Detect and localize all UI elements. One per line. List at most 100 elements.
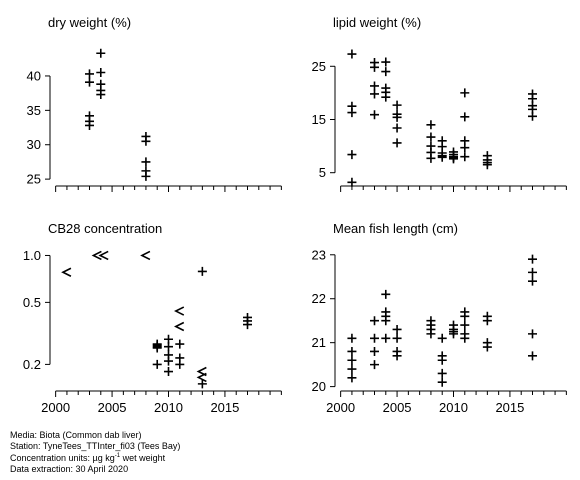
y-tick-label: 21	[312, 335, 326, 350]
data-point	[460, 152, 470, 162]
data-point	[528, 329, 537, 339]
data-point	[392, 351, 402, 361]
data-point	[347, 355, 357, 365]
data-point	[381, 289, 391, 299]
censored-point	[140, 250, 151, 261]
x-tick-label: 2005	[383, 400, 412, 415]
data-point	[482, 160, 492, 170]
y-tick-label: 25	[27, 172, 41, 187]
data-point	[460, 88, 470, 98]
data-point	[96, 90, 106, 100]
data-point	[243, 320, 252, 330]
data-point	[370, 360, 379, 370]
data-point	[437, 377, 447, 387]
data-point	[528, 276, 537, 286]
data-point	[437, 368, 447, 378]
data-point	[482, 316, 492, 326]
y-tick-label: 23	[312, 247, 326, 262]
y-tick-label: 0.2	[23, 357, 41, 372]
data-point	[392, 324, 402, 334]
data-point	[392, 100, 402, 110]
data-point	[381, 57, 391, 67]
data-point	[437, 355, 447, 365]
data-point	[164, 367, 173, 377]
data-point	[426, 329, 436, 339]
data-point	[528, 111, 537, 121]
data-point	[460, 333, 470, 343]
data-point	[426, 120, 436, 130]
data-point	[370, 89, 379, 99]
x-tick-label: 2010	[154, 400, 183, 415]
data-point	[347, 364, 357, 374]
data-point	[164, 356, 173, 366]
data-point	[175, 339, 185, 349]
units-note: Concentration units: µg kg-1 wet weight	[10, 453, 166, 463]
censored-point	[91, 250, 102, 261]
data-point	[392, 138, 402, 148]
data-point	[347, 49, 357, 59]
data-point	[460, 311, 470, 321]
data-point	[437, 333, 447, 343]
x-tick-label: 2010	[439, 400, 468, 415]
censored-point	[98, 250, 109, 261]
data-point	[141, 136, 151, 146]
y-tick-label: 40	[27, 68, 41, 83]
data-point	[460, 320, 470, 330]
data-point	[96, 48, 106, 58]
data-point	[141, 171, 151, 181]
data-point	[197, 266, 207, 276]
data-point	[347, 346, 357, 356]
data-point	[347, 177, 357, 187]
data-point	[460, 112, 470, 122]
data-point	[370, 316, 379, 326]
data-point	[370, 333, 379, 343]
data-point	[197, 379, 207, 389]
data-point	[528, 267, 537, 277]
y-tick-label: 35	[27, 103, 41, 118]
data-point	[370, 81, 379, 91]
data-point	[152, 359, 162, 369]
data-point	[164, 342, 173, 352]
data-point	[381, 316, 391, 326]
data-point	[392, 123, 402, 133]
data-point	[347, 333, 357, 343]
extraction-note: Data extraction: 30 April 2020	[10, 463, 129, 474]
y-tick-label: 0.5	[23, 295, 41, 310]
y-tick-label: 25	[312, 59, 326, 74]
data-point	[381, 67, 391, 77]
data-point	[449, 154, 458, 164]
y-tick-label: 20	[312, 379, 326, 394]
y-tick-label: 22	[312, 291, 326, 306]
data-point	[392, 333, 402, 343]
data-point	[347, 373, 357, 383]
panel-title: dry weight (%)	[48, 15, 131, 30]
y-tick-label: 30	[27, 137, 41, 152]
data-point	[426, 153, 436, 163]
data-point	[96, 68, 106, 78]
data-point	[381, 333, 391, 343]
data-point	[347, 108, 357, 118]
y-tick-label: 15	[312, 112, 326, 127]
data-point	[85, 77, 94, 87]
data-point	[528, 254, 537, 264]
x-tick-label: 2000	[326, 400, 355, 415]
y-tick-label: 5	[319, 165, 326, 180]
footer-notes: Media: Biota (Common dab liver) Station:…	[10, 430, 180, 474]
data-point	[152, 343, 162, 353]
censored-point	[61, 267, 72, 277]
data-point	[175, 359, 185, 369]
data-point	[347, 150, 357, 160]
x-tick-label: 2015	[210, 400, 239, 415]
data-point	[370, 62, 379, 72]
data-point	[392, 112, 402, 122]
data-point	[370, 110, 379, 120]
censored-point	[196, 372, 207, 383]
data-point	[85, 69, 94, 79]
data-point	[528, 351, 537, 361]
data-point	[437, 152, 447, 162]
censored-point	[173, 306, 185, 316]
data-point	[85, 120, 94, 130]
data-point	[482, 342, 492, 352]
y-tick-label: 1.0	[23, 248, 41, 263]
panel-title: CB28 concentration	[48, 221, 162, 236]
